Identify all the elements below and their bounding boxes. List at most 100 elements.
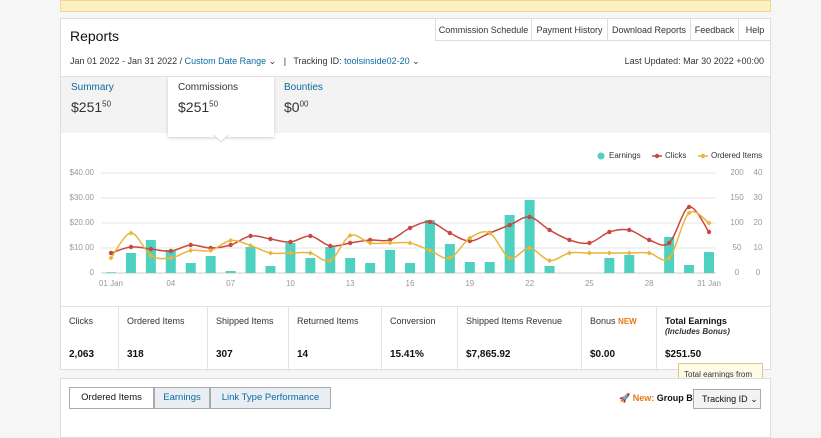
bar [385, 250, 396, 273]
bar [365, 263, 376, 273]
x-tick-label: 25 [585, 279, 594, 288]
date-picker[interactable]: Custom Date Range [184, 56, 267, 66]
bar [305, 258, 316, 273]
tab-dollars: $0 [284, 99, 300, 115]
tab-strip: Summary $251 50 Commissions $25150 Bounties… [61, 76, 770, 137]
point [128, 244, 134, 250]
tab-label: Summary [71, 82, 114, 93]
tab-dollars: $251 [71, 99, 103, 115]
x-tick-label: 22 [525, 279, 534, 288]
bottom-tab[interactable]: Link Type Performance [210, 387, 331, 409]
point [607, 229, 612, 235]
stat: Shipped Items Revenue $7,865.92 [457, 307, 581, 371]
x-tick-label: 07 [226, 279, 235, 288]
point [626, 250, 632, 256]
page: Reports Commission Schedule Payment Hist… [60, 0, 771, 438]
x-tick-label: 16 [406, 279, 415, 288]
point [547, 227, 552, 233]
line [110, 210, 710, 262]
stat: Ordered Items 318 [118, 307, 207, 371]
stat: Conversion 15.41% [381, 307, 457, 371]
point [228, 242, 233, 248]
bar [205, 256, 216, 273]
tab-label: Commissions [178, 82, 239, 93]
header-button[interactable]: Download Reports [607, 19, 690, 41]
point [686, 204, 692, 210]
bar [504, 215, 515, 273]
bar [285, 243, 296, 273]
bottom-tab[interactable]: Earnings [154, 387, 210, 409]
point [288, 239, 293, 245]
bar [664, 237, 675, 273]
point [586, 250, 592, 256]
x-tick-label: 01 Jan [99, 279, 123, 288]
x-tick-label: 28 [645, 279, 654, 288]
point [606, 250, 612, 256]
point [407, 240, 413, 246]
bottom-tab[interactable]: Ordered Items [69, 387, 154, 409]
point [348, 240, 353, 246]
tab-cents: 50 [209, 99, 219, 109]
banner [60, 0, 771, 12]
point [507, 222, 512, 228]
group-label: Group By: [656, 393, 701, 403]
bar [185, 263, 196, 273]
bar [106, 272, 116, 273]
last-updated: Last Updated: Mar 30 2022 +00:00 [624, 56, 764, 66]
tracking-label: Tracking ID: [293, 56, 342, 66]
tab-label: Bounties [284, 82, 323, 93]
point [128, 230, 134, 236]
bar [544, 266, 555, 273]
tab[interactable]: Bounties $000 [274, 77, 381, 134]
bar [165, 250, 176, 273]
bar [624, 255, 635, 273]
stats-row: Clicks 2,063 Ordered Items 318 Shipped Items… [61, 306, 770, 371]
tab-selected[interactable]: Commissions $25150 [168, 77, 274, 137]
point [308, 233, 313, 239]
bar [265, 266, 276, 273]
y3-tick-label: 20 [754, 218, 763, 227]
stat-label: Ordered Items [127, 316, 185, 326]
tracking-id[interactable]: toolsinside02-20 [344, 56, 410, 66]
point [706, 229, 712, 235]
bar [524, 200, 535, 273]
bar [704, 252, 714, 273]
bar [125, 253, 136, 273]
report-card: Reports Commission Schedule Payment Hist… [60, 18, 771, 371]
point [188, 247, 194, 254]
header-button[interactable]: Help [738, 19, 771, 41]
stat-value: 2,063 [69, 349, 95, 360]
point [108, 250, 114, 256]
header-button[interactable]: Commission Schedule [435, 19, 531, 41]
tab[interactable]: Summary $25150 [61, 77, 168, 134]
stat-value: 15.41% [390, 349, 424, 360]
y3-tick-label: 40 [754, 168, 763, 177]
y-tick-label: 0 [90, 268, 95, 277]
header-button[interactable]: Payment History [531, 19, 607, 41]
point [666, 240, 672, 246]
legend-marker [700, 153, 706, 159]
badge: NEW [618, 317, 637, 326]
y2-tick-label: 0 [735, 268, 740, 277]
legend-label: Clicks [665, 151, 686, 160]
header-button[interactable]: Feedback [690, 19, 738, 41]
point [267, 250, 274, 256]
point [148, 246, 154, 252]
legend-marker [597, 152, 605, 160]
bar [405, 263, 415, 273]
legend-marker [654, 153, 660, 159]
point [567, 237, 572, 243]
y-tick-label: $40.00 [70, 168, 95, 177]
point [367, 237, 373, 243]
point [647, 237, 652, 243]
point [328, 243, 333, 249]
legend-label: Earnings [609, 151, 641, 160]
stat: Shipped Items 307 [207, 307, 288, 371]
group-select[interactable]: Tracking ID ⌄ [693, 389, 761, 409]
stat-label: Bonus [590, 316, 616, 326]
bottom-card: Ordered Items Earnings Link Type Perform… [60, 378, 771, 438]
bar [484, 262, 495, 273]
point [208, 247, 214, 254]
point [307, 250, 313, 256]
date-range: Jan 01 2022 - Jan 31 2022 / [70, 56, 183, 66]
